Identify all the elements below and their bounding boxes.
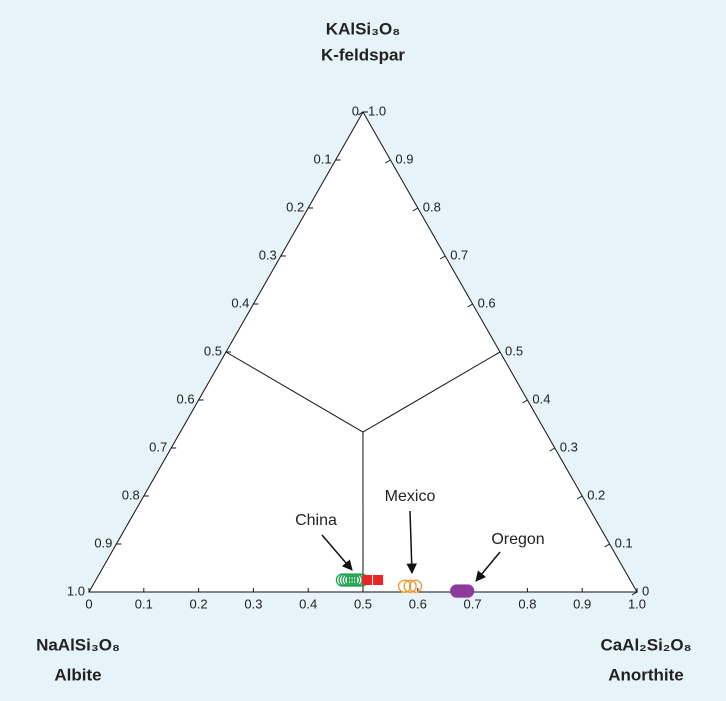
point bbox=[362, 575, 373, 585]
k-feldspar-tick-label: 0.2 bbox=[587, 487, 605, 502]
k-feldspar-tick-label: 0.1 bbox=[615, 535, 633, 550]
left-label: Albite bbox=[54, 665, 101, 684]
anorthite-tick-label: 0.1 bbox=[135, 596, 153, 611]
k-feldspar-tick-label: 0.7 bbox=[450, 247, 468, 262]
albite-tick-label: 1.0 bbox=[67, 583, 85, 598]
tick-mark bbox=[604, 543, 610, 548]
tick-mark bbox=[631, 591, 638, 596]
anorthite-tick-label: 0.6 bbox=[409, 596, 427, 611]
point bbox=[461, 584, 475, 598]
callout-label: Mexico bbox=[385, 488, 436, 505]
anorthite-tick-label: 0 bbox=[85, 596, 92, 611]
anorthite-tick-label: 0.7 bbox=[464, 596, 482, 611]
k-feldspar-tick-label: 0.9 bbox=[395, 151, 413, 166]
tick-mark bbox=[576, 495, 583, 500]
albite-tick-label: 0 bbox=[352, 103, 359, 118]
anorthite-tick-label: 0.8 bbox=[518, 596, 536, 611]
callout-label: Oregon bbox=[491, 531, 544, 548]
k-feldspar-tick-label: 0 bbox=[642, 583, 649, 598]
point bbox=[403, 579, 417, 593]
tick-mark bbox=[412, 207, 419, 212]
point bbox=[397, 579, 412, 593]
anorthite-tick-label: 0.5 bbox=[354, 596, 372, 611]
arrow bbox=[406, 510, 417, 575]
top-label: K-feldspar bbox=[321, 45, 405, 64]
right-formula: CaAl₂Si₂O₈ bbox=[600, 635, 691, 654]
albite-tick-label: 0.6 bbox=[177, 391, 195, 406]
callout-arrows bbox=[321, 510, 501, 582]
boundary-line bbox=[362, 351, 501, 433]
anorthite-tick-label: 0.4 bbox=[299, 596, 317, 611]
anorthite-tick-label: 0.3 bbox=[244, 596, 262, 611]
albite-tick-label: 0.8 bbox=[122, 487, 140, 502]
left-formula: NaAlSi₃O₈ bbox=[36, 635, 120, 654]
point bbox=[373, 575, 384, 585]
tick-mark bbox=[385, 159, 391, 164]
albite-tick-label: 0.2 bbox=[286, 199, 304, 214]
albite-tick-label: 0.5 bbox=[204, 343, 222, 358]
tick-mark bbox=[439, 255, 446, 260]
right-label: Anorthite bbox=[608, 665, 684, 684]
k-feldspar-tick-label: 0.5 bbox=[505, 343, 523, 358]
k-feldspar-tick-label: 0.6 bbox=[478, 295, 496, 310]
k-feldspar-tick-label: 0.8 bbox=[423, 199, 441, 214]
albite-tick-label: 0.9 bbox=[94, 535, 112, 550]
boundary-line bbox=[225, 351, 364, 433]
albite-tick-label: 0.1 bbox=[314, 151, 332, 166]
tick-mark bbox=[467, 303, 473, 308]
arrow bbox=[321, 534, 353, 571]
albite-tick-label: 0.7 bbox=[149, 439, 167, 454]
k-feldspar-tick-label: 0.4 bbox=[532, 391, 550, 406]
k-feldspar-tick-label: 1.0 bbox=[368, 103, 386, 118]
callout-label: China bbox=[295, 512, 337, 529]
top-formula: KAlSi₃O₈ bbox=[326, 19, 400, 38]
tick-mark bbox=[522, 399, 528, 404]
tick-mark bbox=[549, 447, 556, 452]
albite-tick-label: 0.3 bbox=[259, 247, 277, 262]
anorthite-tick-label: 1.0 bbox=[628, 596, 646, 611]
albite-tick-label: 0.4 bbox=[231, 295, 249, 310]
tick-mark bbox=[357, 111, 364, 116]
point bbox=[408, 579, 423, 593]
arrow bbox=[475, 551, 501, 582]
k-feldspar-tick-label: 0.3 bbox=[560, 439, 578, 454]
anorthite-tick-label: 0.9 bbox=[573, 596, 591, 611]
anorthite-tick-label: 0.2 bbox=[190, 596, 208, 611]
